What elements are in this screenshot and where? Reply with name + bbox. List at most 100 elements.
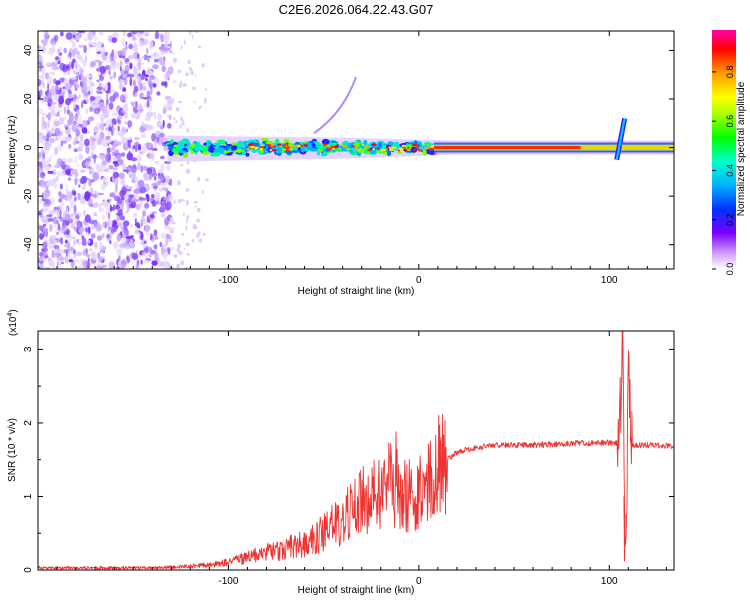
noise-speckle	[38, 65, 44, 69]
noise-speckle	[154, 192, 161, 201]
noise-speckle	[186, 127, 189, 134]
noise-speckle	[142, 124, 149, 129]
noise-speckle	[151, 147, 158, 151]
noise-speckle	[108, 89, 111, 94]
noise-speckle	[157, 259, 163, 268]
noise-speckle	[41, 125, 44, 131]
noise-speckle	[120, 37, 126, 44]
noise-speckle	[41, 112, 46, 116]
noise-speckle	[194, 74, 197, 77]
noise-speckle	[172, 57, 177, 64]
carrier-hotspot	[338, 147, 342, 151]
noise-speckle	[125, 91, 127, 97]
noise-speckle	[159, 241, 163, 247]
noise-speckle	[173, 80, 176, 83]
noise-speckle	[133, 66, 137, 75]
noise-speckle	[80, 175, 87, 185]
noise-speckle	[113, 171, 120, 179]
noise-speckle	[41, 45, 46, 54]
noise-speckle	[198, 231, 201, 235]
noise-speckle	[56, 170, 62, 178]
noise-speckle	[61, 92, 65, 96]
noise-speckle	[110, 206, 116, 211]
noise-speckle	[111, 118, 117, 125]
noise-speckle	[60, 31, 64, 37]
noise-speckle	[76, 117, 81, 125]
noise-speckle	[67, 177, 72, 181]
noise-speckle	[140, 218, 147, 225]
noise-speckle	[120, 263, 126, 269]
noise-speckle	[163, 39, 169, 48]
noise-speckle	[53, 138, 56, 142]
noise-speckle	[130, 141, 134, 147]
noise-speckle	[108, 73, 112, 81]
noise-speckle	[123, 225, 128, 231]
noise-speckle	[146, 47, 149, 55]
carrier-blob	[167, 147, 174, 150]
noise-speckle	[89, 135, 94, 142]
noise-speckle	[71, 123, 77, 132]
noise-speckle	[87, 239, 91, 244]
noise-speckle	[106, 98, 109, 106]
noise-speckle	[108, 153, 112, 161]
noise-speckle	[104, 65, 111, 71]
noise-speckle	[46, 125, 49, 133]
noise-speckle	[60, 173, 65, 176]
noise-speckle	[205, 178, 209, 182]
carrier-hotspot	[342, 145, 349, 148]
noise-speckle	[47, 218, 54, 222]
noise-speckle	[108, 70, 111, 75]
carrier-blob	[213, 148, 221, 153]
noise-speckle	[188, 67, 192, 71]
noise-speckle	[162, 252, 169, 257]
noise-speckle	[105, 127, 110, 131]
carrier-blob	[177, 142, 185, 149]
noise-speckle	[107, 130, 110, 136]
noise-speckle	[86, 79, 93, 84]
noise-speckle	[131, 36, 137, 41]
noise-speckle	[98, 241, 104, 250]
figure-title: C2E6.2026.064.22.43.G07	[279, 2, 434, 17]
snr-xtick-label: 100	[601, 576, 618, 587]
noise-speckle	[138, 151, 144, 155]
noise-speckle	[90, 159, 93, 168]
noise-speckle	[38, 136, 44, 144]
noise-speckle	[58, 248, 64, 255]
noise-speckle	[153, 58, 160, 63]
carrier-blob	[265, 140, 274, 145]
colorbar-tick-label: 0.4	[725, 164, 735, 177]
snr-axes: -100 0 100 0 1 2 3	[23, 331, 674, 587]
carrier-blob	[309, 148, 318, 152]
noise-speckle	[41, 180, 45, 189]
colorbar-axes: 0.0 0.2 0.4 0.6 0.8	[712, 66, 735, 275]
noise-speckle	[65, 169, 71, 176]
noise-speckle	[94, 241, 98, 250]
carrier-blob	[230, 145, 238, 151]
noise-speckle	[138, 57, 141, 66]
noise-speckle	[133, 213, 138, 218]
noise-speckle	[185, 188, 190, 192]
noise-speckle	[185, 217, 188, 224]
carrier-hotspot	[398, 147, 404, 151]
noise-speckle	[191, 238, 195, 243]
noise-speckle	[41, 67, 46, 76]
noise-speckle	[102, 160, 108, 166]
noise-speckle	[167, 66, 174, 75]
carrier-blob	[423, 141, 431, 146]
noise-speckle	[119, 66, 122, 72]
noise-speckle	[78, 141, 83, 149]
noise-speckle	[66, 206, 69, 214]
noise-speckle	[112, 93, 116, 102]
noise-speckle	[123, 111, 128, 119]
noise-speckle	[201, 190, 205, 194]
noise-speckle	[149, 233, 153, 241]
carrier-hotspot	[285, 149, 290, 152]
noise-speckle	[71, 168, 78, 175]
noise-speckle	[38, 82, 41, 87]
noise-speckle	[89, 82, 95, 87]
colorbar-tick-label: 0.8	[725, 66, 735, 79]
noise-speckle	[60, 237, 63, 245]
noise-speckle	[154, 236, 159, 240]
noise-speckle	[194, 205, 197, 209]
noise-speckle	[136, 154, 142, 162]
